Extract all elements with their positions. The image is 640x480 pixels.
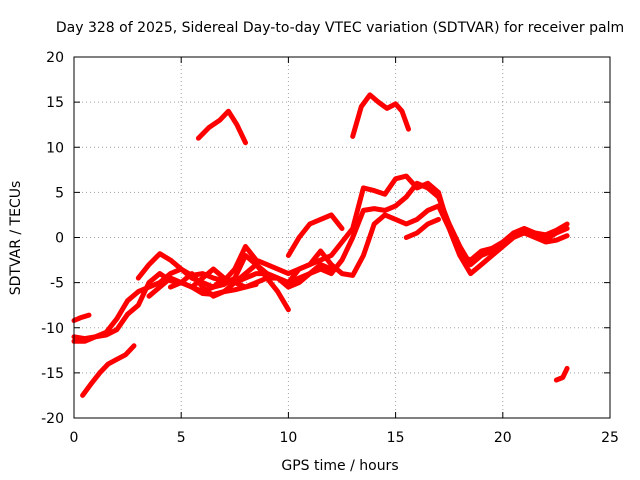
x-tick-label: 25 [601,430,619,446]
x-tick-label: 15 [387,430,405,446]
series-track-9 [285,212,345,258]
x-tick-label: 5 [177,430,186,446]
chart-title: Day 328 of 2025, Sidereal Day-to-day VTE… [56,20,624,36]
series-layer [71,92,570,398]
axis-ticks: 0 5 10 15 20 25 -20 -15 -10 -5 0 5 10 15 20 [41,50,619,446]
series-track-10 [195,108,248,146]
grid-lines [74,57,610,418]
x-tick-label: 10 [279,430,297,446]
y-tick-label: -10 [41,321,64,337]
y-axis-label: SDTVAR / TECUs [8,181,24,296]
x-axis-label: GPS time / hours [281,458,398,474]
series-track-11 [350,92,411,139]
y-tick-label: -5 [50,276,64,292]
series-track-1 [71,312,92,323]
y-tick-label: 15 [46,95,64,111]
y-tick-label: -20 [41,411,64,427]
y-tick-label: -15 [41,366,64,382]
y-tick-label: 20 [46,50,64,66]
y-tick-label: 0 [55,231,64,247]
series-track-12 [403,216,441,240]
x-tick-label: 20 [494,430,512,446]
series-track-13 [553,365,570,383]
y-tick-label: 10 [46,140,64,156]
y-tick-label: 5 [55,185,64,201]
series-track-8 [189,262,334,290]
series-track-4 [80,343,137,398]
x-tick-label: 0 [70,430,79,446]
